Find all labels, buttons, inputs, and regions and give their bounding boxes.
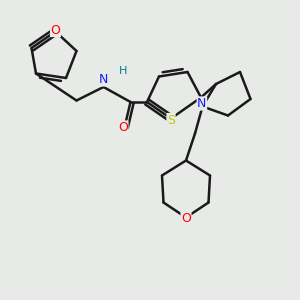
Text: H: H [119,66,127,76]
Text: O: O [51,23,60,37]
Text: N: N [197,97,207,110]
Text: O: O [181,212,191,226]
Text: S: S [167,113,175,127]
Text: N: N [99,73,108,86]
Text: O: O [118,121,128,134]
